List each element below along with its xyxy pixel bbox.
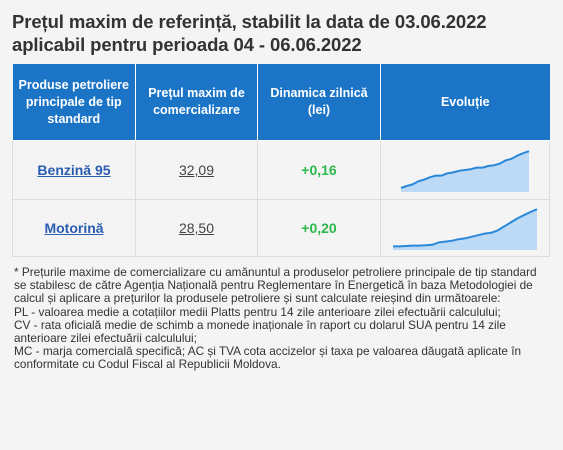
daily-change-value: +0,16 <box>301 162 337 178</box>
evolution-cell <box>380 199 550 257</box>
footnote-mc: MC - marja comercială specifică; AC și T… <box>14 344 522 372</box>
header-products: Produse petroliere principale de tip sta… <box>12 64 136 141</box>
price-value: 28,50 <box>178 220 215 236</box>
price-cell: 32,09 <box>135 140 258 200</box>
product-cell: Motorină <box>12 199 136 257</box>
change-cell: +0,16 <box>257 140 381 200</box>
product-cell: Benzină 95 <box>12 140 136 200</box>
table-row: Benzină 95 32,09 +0,16 <box>12 140 550 200</box>
footnote-cv: CV - rata oficială medie de schimb a mon… <box>14 317 506 346</box>
footnote-pl: PL - valoarea medie a cotațiilor medii P… <box>14 304 501 319</box>
product-link-benzina-95[interactable]: Benzină 95 <box>37 162 111 178</box>
sparkline-motorina <box>393 208 538 250</box>
sparkline-line <box>393 208 538 248</box>
header-max-price: Prețul maxim de comercializare <box>135 64 258 141</box>
evolution-cell <box>380 140 550 200</box>
product-link-motorina[interactable]: Motorină <box>44 220 104 236</box>
table-header-row: Produse petroliere principale de tip sta… <box>12 64 550 141</box>
sparkline-area <box>393 209 537 250</box>
sparkline-benzina-95 <box>400 150 530 192</box>
header-evolution: Evoluție <box>380 64 550 141</box>
fuel-price-widget: Prețul maxim de referință, stabilit la d… <box>12 10 550 372</box>
header-daily-change: Dinamica zilnică (lei) <box>257 64 381 141</box>
change-cell: +0,20 <box>257 199 381 257</box>
table-row: Motorină 28,50 +0,20 <box>12 199 550 257</box>
page-title: Prețul maxim de referință, stabilit la d… <box>12 11 487 55</box>
daily-change-value: +0,20 <box>301 220 337 236</box>
sparkline-area <box>401 151 529 192</box>
methodology-footnote: * Prețurile maxime de comercializare cu … <box>12 265 549 372</box>
footnote-intro: * Prețurile maxime de comercializare cu … <box>14 265 537 306</box>
fuel-price-table: Produse petroliere principale de tip sta… <box>12 64 550 257</box>
price-cell: 28,50 <box>135 199 258 257</box>
sparkline-line <box>400 150 530 189</box>
price-value: 32,09 <box>178 162 215 178</box>
